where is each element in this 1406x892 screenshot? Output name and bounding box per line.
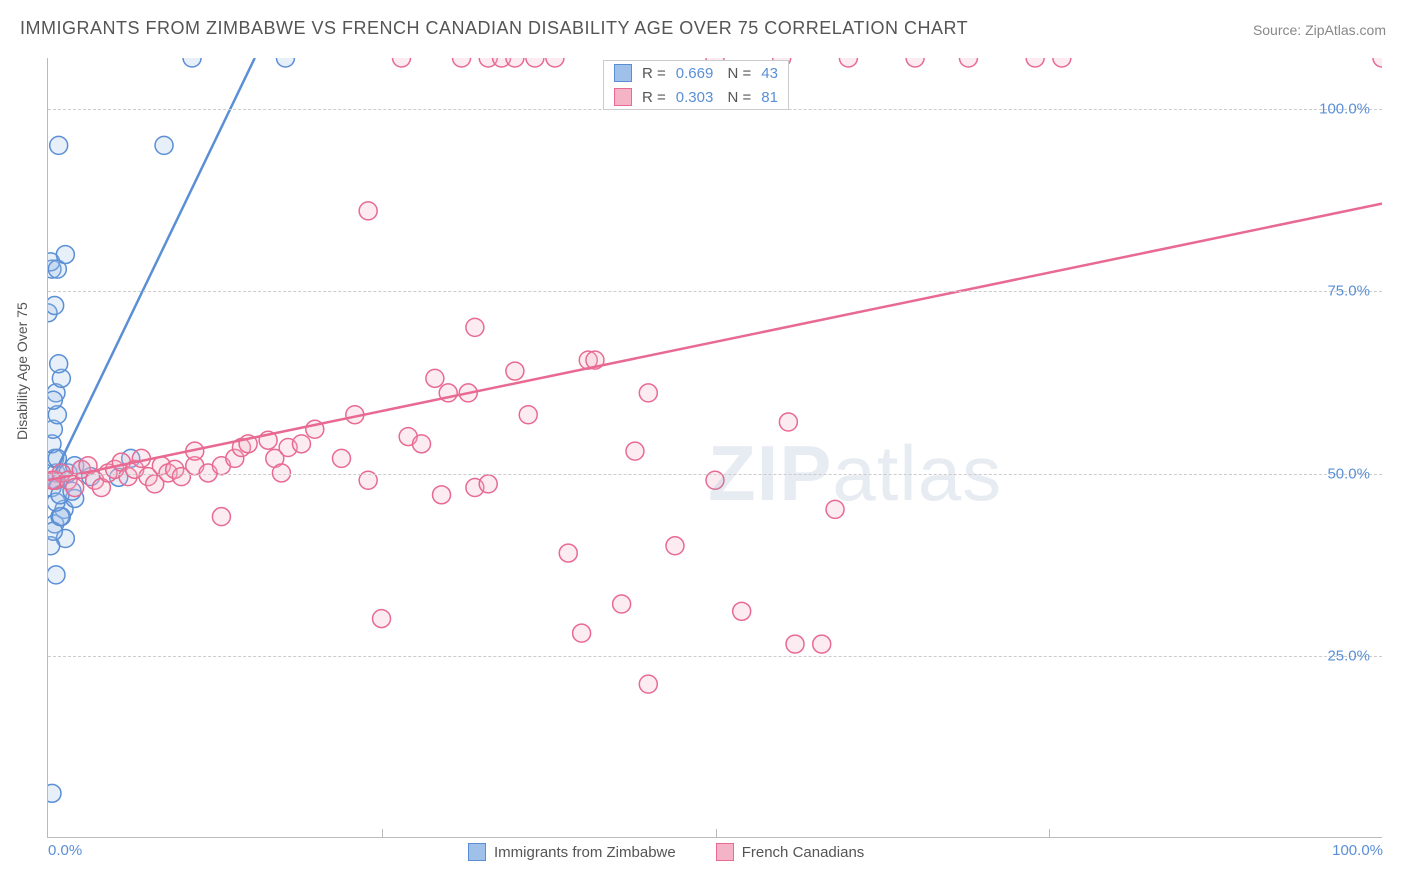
x-tick-label: 100.0% [1332,842,1383,859]
data-point-french [786,635,804,653]
legend-stats-row-zimbabwe: R = 0.669 N = 43 [604,61,788,85]
data-point-french [373,610,391,628]
data-point-french [779,413,797,431]
trendline-french [48,204,1382,481]
data-point-zimbabwe [46,297,64,315]
gridline-h [48,656,1382,657]
data-point-french [393,49,411,67]
chart-title: IMMIGRANTS FROM ZIMBABWE VS FRENCH CANAD… [20,18,968,39]
data-point-french [292,435,310,453]
data-point-french [1026,49,1044,67]
data-point-french [826,500,844,518]
n-label: N = [723,89,751,106]
trendline-zimbabwe [48,58,255,488]
tick-v [382,829,383,837]
data-point-french [666,537,684,555]
data-point-french [959,49,977,67]
data-point-french [626,442,644,460]
data-point-french [613,595,631,613]
swatch-french-icon [716,843,734,861]
n-value-french: 81 [761,89,778,106]
swatch-zimbabwe-icon [614,64,632,82]
chart-svg [48,58,1382,837]
gridline-h [48,474,1382,475]
legend-stats-row-french: R = 0.303 N = 81 [604,85,788,109]
data-point-french [839,49,857,67]
data-point-zimbabwe [276,49,294,67]
r-value-zimbabwe: 0.669 [676,65,714,82]
data-point-zimbabwe [43,784,61,802]
x-tick-label: 0.0% [48,842,82,859]
data-point-french [506,49,524,67]
r-label: R = [642,65,666,82]
data-point-zimbabwe [50,136,68,154]
data-point-french [573,624,591,642]
data-point-zimbabwe [44,391,62,409]
gridline-h [48,109,1382,110]
data-point-french [66,479,84,497]
y-tick-label: 75.0% [1327,283,1370,300]
data-point-zimbabwe [47,566,65,584]
y-axis-label: Disability Age Over 75 [14,302,30,440]
data-point-french [526,49,544,67]
data-point-french [546,49,564,67]
data-point-french [413,435,431,453]
plot-area: R = 0.669 N = 43 R = 0.303 N = 81 Immigr… [47,58,1382,838]
legend-item-zimbabwe: Immigrants from Zimbabwe [468,843,676,861]
data-point-french [519,406,537,424]
data-point-french [1053,49,1071,67]
data-point-zimbabwe [50,355,68,373]
data-point-french [906,49,924,67]
y-tick-label: 100.0% [1319,101,1370,118]
data-point-french [559,544,577,562]
source-label: Source: ZipAtlas.com [1253,22,1386,38]
data-point-french [466,318,484,336]
gridline-h [48,291,1382,292]
data-point-french [1373,49,1391,67]
data-point-zimbabwe [56,246,74,264]
legend-label-zimbabwe: Immigrants from Zimbabwe [494,844,676,861]
y-tick-label: 50.0% [1327,465,1370,482]
data-point-zimbabwe [155,136,173,154]
data-point-french [733,602,751,620]
n-value-zimbabwe: 43 [761,65,778,82]
legend-stats: R = 0.669 N = 43 R = 0.303 N = 81 [603,60,789,110]
n-label: N = [723,65,751,82]
legend-item-french: French Canadians [716,843,865,861]
data-point-french [433,486,451,504]
data-point-french [426,369,444,387]
swatch-zimbabwe-icon [468,843,486,861]
y-tick-label: 25.0% [1327,647,1370,664]
legend-label-french: French Canadians [742,844,865,861]
data-point-french [359,202,377,220]
data-point-french [813,635,831,653]
legend-series: Immigrants from Zimbabwe French Canadian… [468,843,864,861]
tick-v [1049,829,1050,837]
r-value-french: 0.303 [676,89,714,106]
data-point-french [639,675,657,693]
data-point-french [212,508,230,526]
data-point-zimbabwe [183,49,201,67]
r-label: R = [642,89,666,106]
tick-v [716,829,717,837]
data-point-french [506,362,524,380]
swatch-french-icon [614,88,632,106]
data-point-french [639,384,657,402]
data-point-french [332,449,350,467]
data-point-french [453,49,471,67]
data-point-french [479,475,497,493]
